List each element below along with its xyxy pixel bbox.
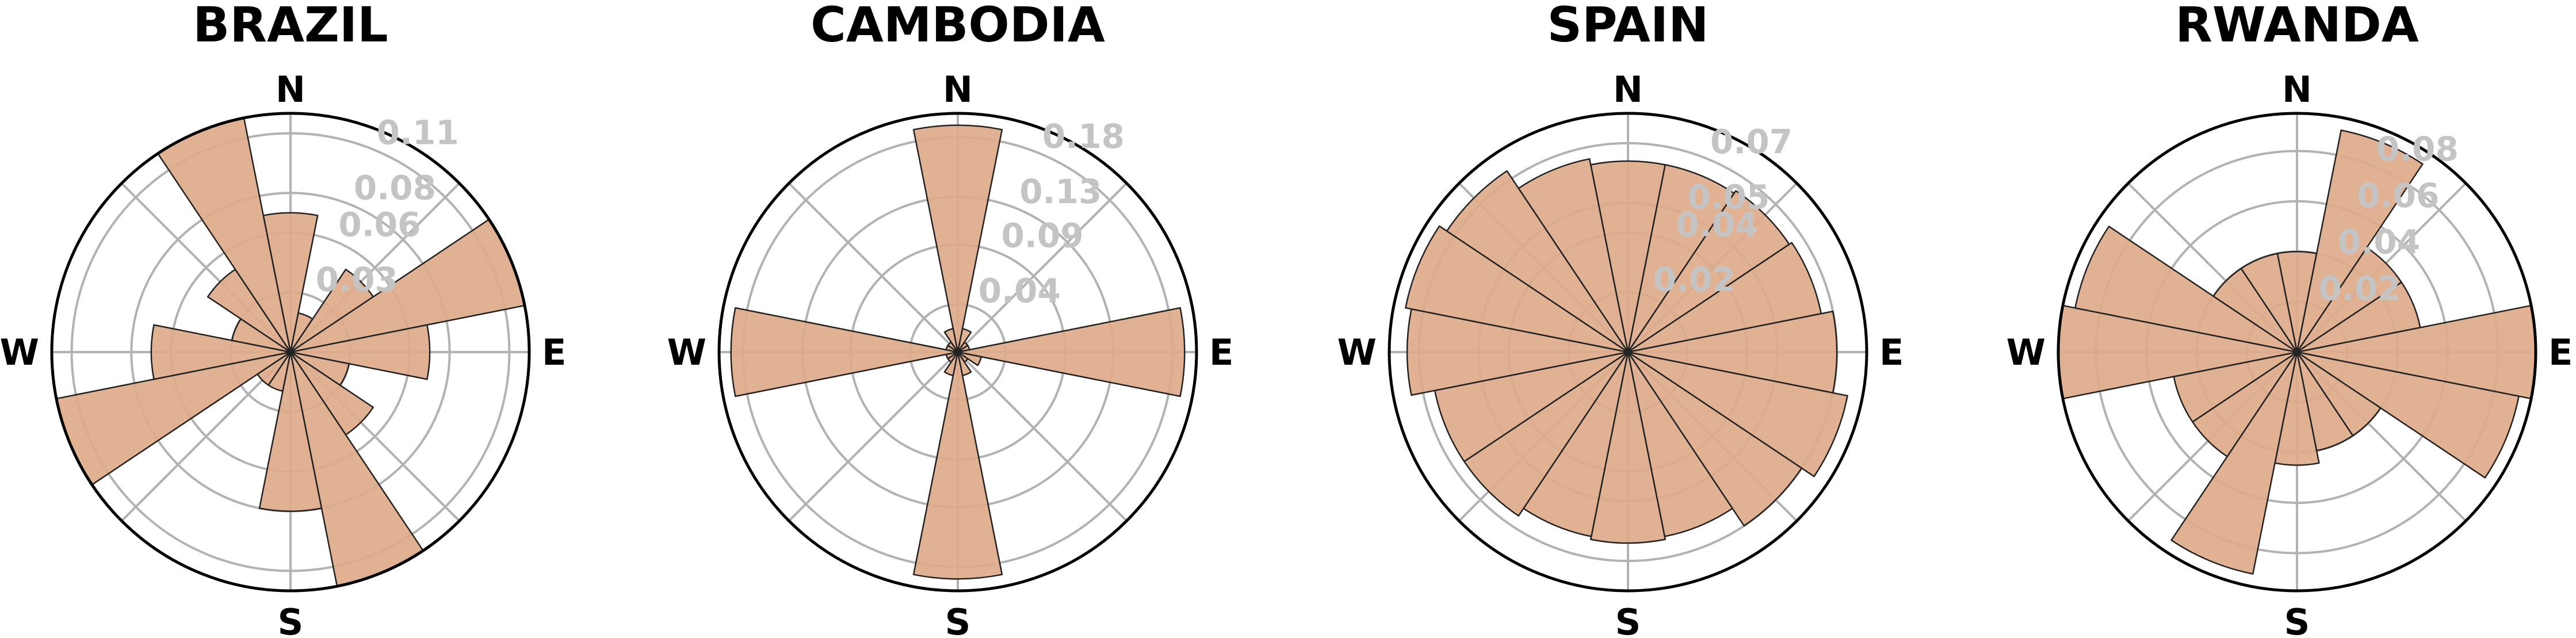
radial-tick-label: 0.04 bbox=[979, 271, 1061, 310]
bars bbox=[730, 124, 1186, 580]
bar-w bbox=[1406, 308, 1629, 396]
polar-frame bbox=[717, 112, 1198, 593]
compass-north: N bbox=[2282, 68, 2312, 110]
bar-s bbox=[258, 351, 323, 512]
compass-labels: N E S W bbox=[1337, 68, 1904, 638]
panel-title: BRAZIL bbox=[193, 0, 388, 53]
bar-se bbox=[1627, 351, 1803, 527]
compass-labels: N E S W bbox=[0, 68, 566, 638]
bar-n bbox=[912, 124, 1003, 353]
compass-north: N bbox=[276, 68, 305, 110]
compass-north: N bbox=[943, 68, 973, 110]
compass-west: W bbox=[2006, 331, 2046, 373]
compass-west: W bbox=[667, 331, 706, 373]
grid-spoke bbox=[788, 351, 959, 522]
bar-sw bbox=[1463, 351, 1629, 517]
bar-ne bbox=[1627, 190, 1790, 353]
compass-west: W bbox=[1337, 331, 1377, 373]
radial-tick-label: 0.18 bbox=[1042, 117, 1125, 156]
compass-east: E bbox=[2548, 331, 2573, 373]
bar-wsw bbox=[1434, 351, 1629, 463]
radial-tick-label: 0.05 bbox=[1687, 177, 1769, 216]
bar-nw bbox=[1446, 170, 1629, 353]
bar-nne bbox=[2296, 129, 2424, 353]
compass-labels: N E S W bbox=[667, 68, 1234, 638]
bar-ese bbox=[2296, 351, 2520, 479]
compass-south: S bbox=[278, 601, 304, 638]
compass-north: N bbox=[1613, 68, 1643, 110]
radial-tick-labels: 0.02 0.040.05 0.07 bbox=[1653, 123, 1793, 300]
compass-labels: N E S W bbox=[2006, 68, 2573, 638]
bars bbox=[2057, 129, 2537, 575]
bars bbox=[55, 117, 526, 587]
radial-tick-label: 0.06 bbox=[338, 205, 421, 244]
radial-tick-label: 0.04 bbox=[2338, 223, 2420, 262]
radial-tick-label: 0.06 bbox=[2357, 176, 2439, 215]
bar-s bbox=[1589, 351, 1667, 544]
bar-nne bbox=[1627, 164, 1735, 353]
bar-e bbox=[1627, 310, 1838, 394]
panel-cambodia: CAMBODIA 0.04 0.09 0.13 0.18 N E S W bbox=[667, 0, 1234, 638]
radial-tick-label: 0.09 bbox=[1001, 216, 1083, 255]
bar-e bbox=[957, 307, 1186, 398]
bar-w bbox=[730, 307, 959, 398]
radial-tick-label: 0.11 bbox=[377, 113, 459, 152]
radial-tick-label: 0.13 bbox=[1019, 172, 1102, 211]
radial-tick-label: 0.03 bbox=[316, 260, 398, 299]
bar-wnw bbox=[1405, 225, 1629, 353]
radial-tick-labels: 0.04 0.09 0.13 0.18 bbox=[979, 117, 1125, 310]
bars bbox=[1405, 158, 1848, 544]
radial-tick-labels: 0.02 0.04 0.06 0.08 bbox=[2318, 129, 2458, 308]
bar-sse bbox=[1627, 351, 1733, 537]
bar-w bbox=[150, 324, 292, 380]
bar-nnw bbox=[1518, 158, 1629, 353]
compass-south: S bbox=[2284, 601, 2310, 638]
panel-spain: SPAIN 0.02 0.040.05 0.07 N E S W bbox=[1337, 0, 1904, 638]
bar-nnw bbox=[943, 328, 959, 353]
compass-south: S bbox=[945, 601, 971, 638]
polar-frame bbox=[50, 112, 531, 593]
compass-west: W bbox=[0, 331, 39, 373]
panel-title: RWANDA bbox=[2175, 0, 2419, 53]
compass-east: E bbox=[1879, 331, 1904, 373]
radial-tick-labels: 0.03 0.060.08 0.11 bbox=[316, 113, 459, 300]
bar-wnw bbox=[2074, 226, 2298, 353]
bar-ssw bbox=[1523, 351, 1629, 537]
compass-east: E bbox=[1209, 331, 1233, 373]
bar-s bbox=[912, 351, 1003, 580]
bar-e bbox=[289, 324, 431, 380]
bar-nnw bbox=[2240, 253, 2298, 353]
bar-ene bbox=[1627, 242, 1822, 353]
radial-tick-label: 0.07 bbox=[1710, 123, 1793, 162]
radial-tick-label: 0.02 bbox=[1653, 260, 1736, 299]
panel-rwanda: RWANDA 0.02 0.04 0.06 0.08 N E S W bbox=[2006, 0, 2573, 638]
grid-spoke bbox=[788, 182, 959, 353]
bar-ese bbox=[1627, 351, 1848, 477]
polar-frame bbox=[1388, 112, 1868, 593]
radial-tick-label: 0.02 bbox=[2318, 269, 2401, 308]
panel-title: CAMBODIA bbox=[811, 0, 1105, 53]
radial-tick-label: 0.04 bbox=[1676, 205, 1758, 244]
radial-tick-label: 0.08 bbox=[354, 168, 436, 207]
bar-n bbox=[1589, 160, 1667, 353]
grid-spoke bbox=[957, 182, 1128, 353]
bar-ssw bbox=[2170, 351, 2298, 575]
grid-spoke bbox=[957, 351, 1128, 522]
panel-brazil: BRAZIL 0.03 0.060.08 0.11 N E S W bbox=[0, 0, 566, 638]
compass-east: E bbox=[542, 331, 566, 373]
radial-tick-label: 0.08 bbox=[2376, 129, 2459, 169]
compass-south: S bbox=[1615, 601, 1641, 638]
panel-title: SPAIN bbox=[1547, 0, 1709, 53]
polar-frame bbox=[2057, 112, 2537, 593]
